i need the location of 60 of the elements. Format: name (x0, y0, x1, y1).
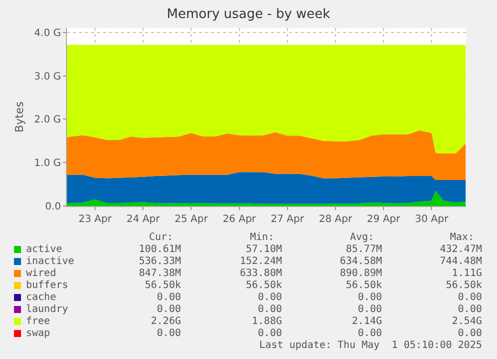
text: 56.50k (446, 280, 482, 292)
text: 0.00 (258, 292, 282, 304)
legend-label: active (26, 244, 62, 256)
y-tick-label: 2.0 G (34, 114, 61, 126)
text: Last update: Thu May 1 05:10:00 2025 (259, 340, 482, 352)
text: 633.80M (240, 268, 282, 280)
text: 57.10M (246, 244, 282, 256)
text: 2.54G (452, 316, 482, 328)
text: 100.61M (138, 244, 181, 256)
text: 536.33M (138, 256, 181, 268)
legend-label: laundry (26, 304, 68, 316)
x-tick-label: 23 Apr (78, 214, 113, 225)
x-tick-label: 27 Apr (270, 214, 305, 225)
text: 0.00 (458, 328, 482, 340)
text: Cur: (148, 232, 174, 244)
text: 847.38M (138, 268, 181, 280)
x-tick-label: 29 Apr (366, 214, 402, 225)
text: 85.77M (346, 244, 382, 256)
text: 0.00 (358, 304, 382, 316)
y-axis-title: Bytes (12, 101, 26, 132)
legend-label: inactive (26, 256, 74, 268)
x-tick-label: 25 Apr (174, 214, 209, 225)
text: 0.00 (258, 304, 282, 316)
x-tick-label: 30 Apr (415, 214, 450, 225)
y-tick-label: 3.0 G (34, 71, 61, 82)
x-tick-label: 24 Apr (126, 214, 161, 225)
legend-label: buffers (26, 280, 68, 292)
text: Max: (448, 232, 476, 244)
text: 56.50k (346, 280, 382, 292)
chart-title: Memory usage - by week (166, 7, 331, 22)
text: 0.00 (458, 292, 482, 304)
legend-label: cache (26, 292, 56, 304)
text: 0.00 (156, 304, 181, 316)
legend-label: swap (26, 328, 50, 340)
text: 56.50k (144, 280, 181, 292)
text: 152.24M (240, 256, 282, 268)
x-tick-label: 28 Apr (318, 214, 353, 225)
text: 634.58M (340, 256, 382, 268)
text: 2.26G (150, 316, 181, 328)
text: 0.00 (258, 328, 282, 340)
text: 2.14G (352, 316, 382, 328)
y-tick-label: 4.0 G (34, 28, 61, 39)
text: 56.50k (246, 280, 282, 292)
text: 1.88G (252, 316, 282, 328)
text: 0.00 (458, 304, 482, 316)
text: Min: (248, 232, 276, 244)
text: 890.89M (340, 268, 382, 280)
text: 744.48M (440, 256, 482, 268)
text: 0.00 (156, 328, 181, 340)
text: 0.00 (156, 292, 181, 304)
text: 0.00 (358, 328, 382, 340)
text: Avg: (348, 232, 376, 244)
text: 432.47M (440, 244, 482, 256)
x-tick-label: 26 Apr (222, 214, 257, 225)
legend-label: wired (26, 268, 56, 280)
text: 1.11G (452, 268, 482, 280)
text: 0.00 (358, 292, 382, 304)
legend-label: free (26, 316, 50, 328)
y-tick-label: 1.0 G (34, 158, 61, 170)
y-tick-label: 0.0 (45, 202, 61, 212)
